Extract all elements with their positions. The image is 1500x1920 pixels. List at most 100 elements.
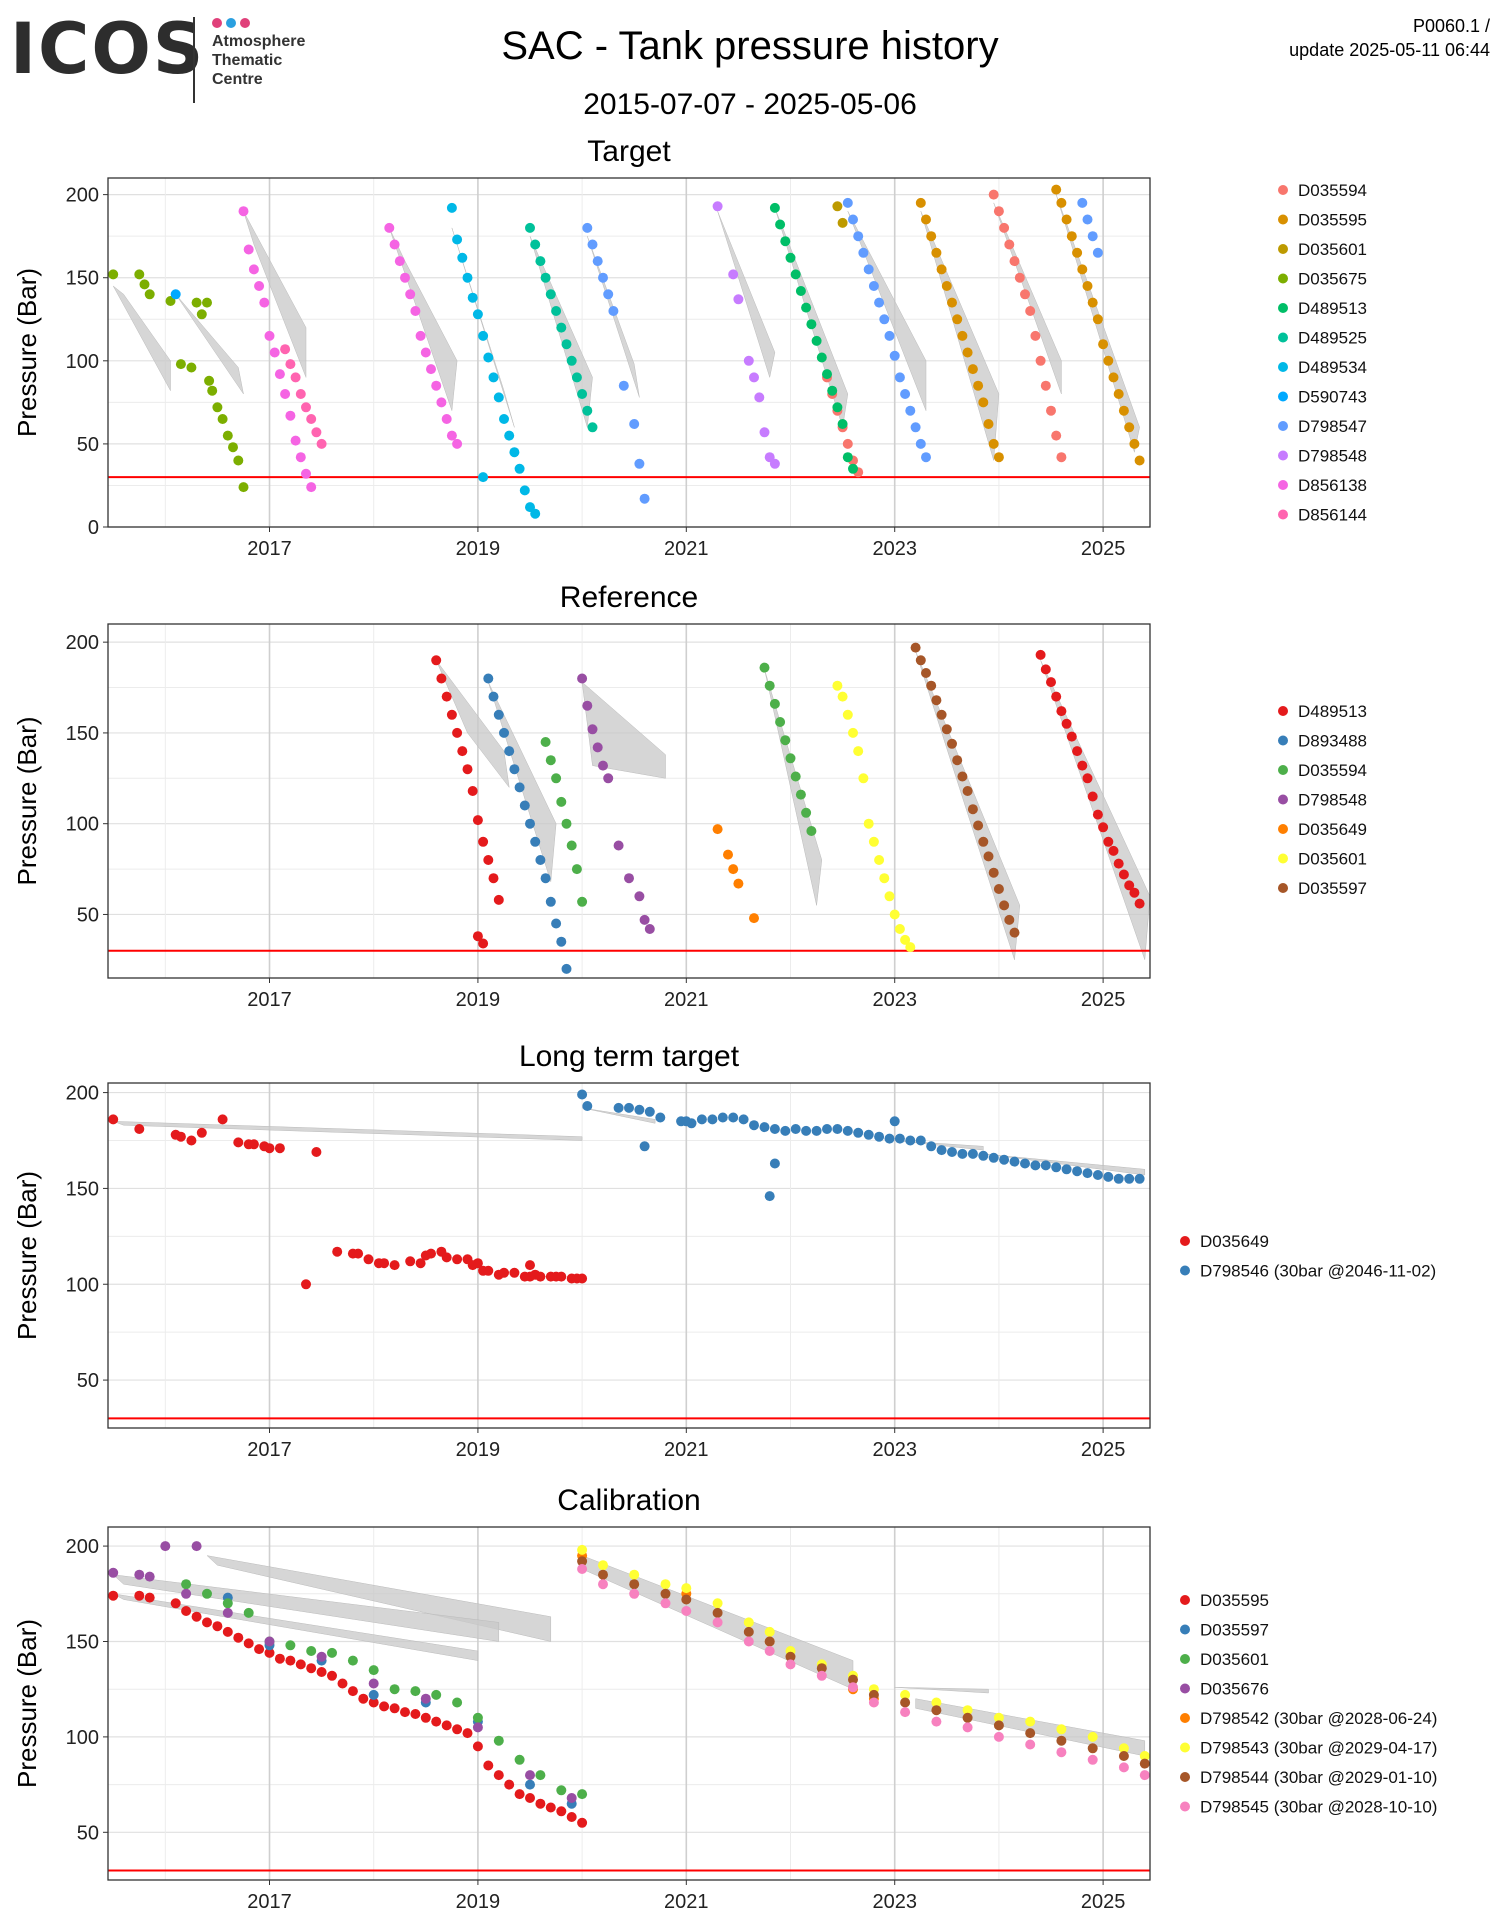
data-point: [1035, 649, 1046, 660]
data-point: [993, 206, 1004, 217]
data-point: [889, 1116, 900, 1127]
data-point: [478, 472, 489, 483]
data-point: [743, 1626, 754, 1637]
data-point: [410, 1709, 421, 1719]
data-point: [1056, 1724, 1067, 1735]
legend-swatch: [1278, 450, 1288, 461]
data-point: [853, 1127, 864, 1138]
y-tick-label: 0: [88, 517, 99, 539]
data-point: [743, 1617, 754, 1628]
data-point: [332, 1246, 343, 1257]
data-point: [577, 1544, 588, 1555]
data-point: [795, 789, 806, 800]
data-point: [759, 1122, 770, 1133]
data-point: [472, 1258, 483, 1269]
data-point: [1066, 231, 1077, 242]
data-point: [733, 294, 744, 305]
data-point: [1004, 239, 1015, 250]
data-point: [274, 1143, 285, 1154]
data-point: [431, 655, 442, 666]
projection-band: [113, 1593, 479, 1661]
data-point: [181, 1579, 192, 1590]
data-point: [530, 836, 541, 847]
data-point: [801, 807, 812, 818]
data-point: [1061, 718, 1072, 729]
data-point: [1103, 836, 1114, 847]
series-D489513: [431, 649, 1145, 949]
data-point: [545, 1802, 556, 1813]
data-point: [900, 389, 911, 399]
data-point: [452, 727, 463, 738]
data-point: [202, 297, 212, 308]
legend-swatch: [1180, 1624, 1190, 1635]
data-point: [863, 264, 874, 275]
data-point: [832, 680, 843, 691]
series-D489513: [769, 202, 858, 474]
data-point: [868, 1697, 879, 1708]
page-header: ICOS Atmosphere Thematic Centre SAC - Ta…: [0, 0, 1500, 140]
plot-area: [108, 624, 1150, 978]
data-point: [530, 239, 541, 250]
data-point: [993, 452, 1004, 463]
chart-title: Reference: [560, 581, 698, 614]
data-point: [999, 900, 1010, 911]
data-point: [915, 655, 926, 666]
data-point: [842, 452, 853, 463]
data-point: [1072, 247, 1083, 258]
data-point: [999, 222, 1010, 233]
projection-band: [175, 294, 244, 395]
data-point: [457, 252, 468, 263]
data-point: [207, 385, 218, 396]
data-point: [769, 698, 780, 709]
data-point: [525, 1793, 535, 1803]
series-D798545: [577, 1564, 1150, 1781]
data-point: [509, 1267, 520, 1278]
series-D035649: [108, 1114, 588, 1290]
data-point: [983, 851, 994, 862]
data-point: [306, 414, 317, 424]
data-point: [1009, 927, 1020, 938]
data-point: [134, 1590, 145, 1601]
data-point: [514, 463, 525, 474]
projection-band: [113, 1121, 583, 1141]
data-point: [556, 1806, 567, 1817]
data-point: [108, 269, 119, 280]
data-point: [420, 347, 431, 358]
data-point: [556, 322, 567, 333]
x-tick-label: 2017: [247, 1891, 292, 1913]
data-point: [1040, 664, 1051, 675]
legend-label: D798543 (30bar @2029-04-17): [1200, 1739, 1437, 1758]
x-tick-label: 2019: [456, 1891, 501, 1913]
data-point: [108, 1567, 119, 1578]
data-point: [577, 1089, 588, 1100]
data-point: [295, 389, 306, 399]
data-point: [493, 1770, 504, 1781]
data-point: [186, 1135, 197, 1146]
data-point: [775, 717, 786, 727]
data-point: [582, 1101, 593, 1111]
data-point: [822, 369, 832, 380]
legend-label: D893488: [1298, 732, 1367, 751]
data-point: [962, 1722, 973, 1733]
data-point: [577, 1817, 588, 1828]
y-tick-label: 150: [66, 1178, 99, 1200]
chart-title: Target: [587, 135, 671, 168]
data-point: [832, 402, 843, 413]
data-point: [1139, 1770, 1150, 1781]
logo-sub-line-1: Atmosphere: [212, 33, 306, 50]
data-point: [441, 691, 452, 702]
x-tick-label: 2023: [872, 538, 917, 560]
data-point: [900, 1707, 911, 1718]
data-point: [561, 818, 572, 829]
x-tick-label: 2017: [247, 1439, 292, 1461]
data-point: [874, 1131, 885, 1142]
data-point: [868, 836, 879, 847]
data-point: [248, 1139, 259, 1150]
chart-0: Target 0 50 100 150 200 2017 2019 2021 2023 2025 Pr…: [12, 135, 1367, 560]
data-point: [264, 330, 275, 341]
data-point: [379, 1258, 390, 1269]
y-tick-label: 150: [66, 268, 99, 290]
legend-label: D035594: [1298, 761, 1367, 780]
data-point: [837, 691, 848, 702]
data-point: [1056, 452, 1067, 463]
